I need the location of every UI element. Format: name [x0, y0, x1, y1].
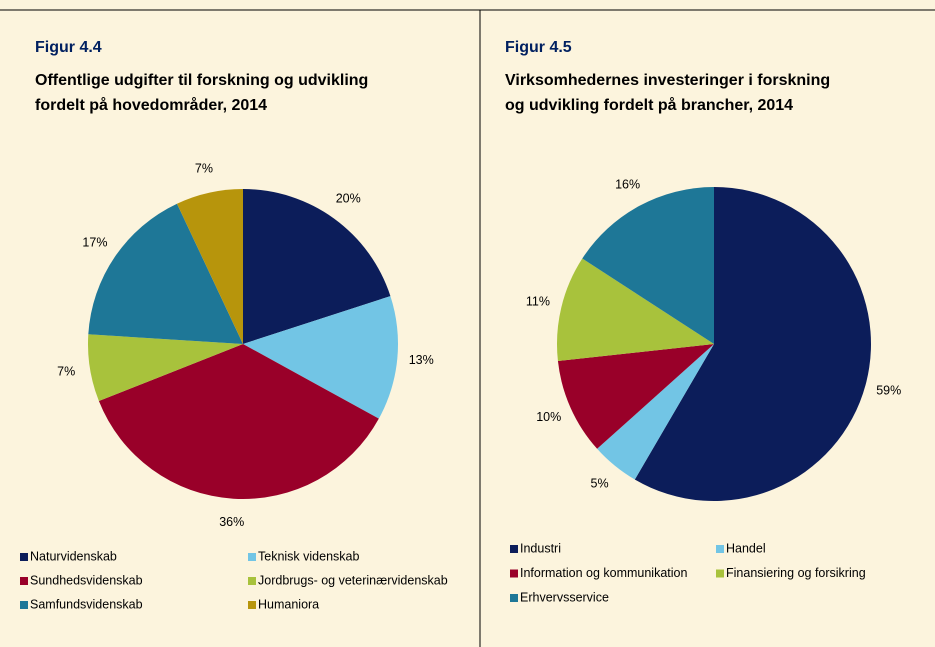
slice-label: 16% [615, 177, 640, 191]
chart-title: og udvikling fordelt på brancher, 2014 [505, 96, 793, 114]
slice-label: 11% [526, 294, 550, 308]
legend-swatch [248, 553, 256, 561]
legend-swatch [20, 553, 28, 561]
chart-title: Virksomhedernes investeringer i forsknin… [505, 72, 830, 89]
legend-label: Teknisk videnskab [258, 549, 359, 563]
slice-label: 17% [82, 236, 107, 250]
slice-label: 10% [536, 410, 561, 424]
legend-swatch [20, 601, 28, 609]
legend-label: Humaniora [258, 597, 319, 611]
slice-label: 7% [195, 162, 213, 176]
chart-title: fordelt på hovedområder, 2014 [35, 96, 267, 114]
legend-swatch [248, 601, 256, 609]
legend-label: Samfundsvidenskab [30, 597, 143, 611]
figure-label: Figur 4.4 [35, 39, 102, 56]
pie-slice [557, 258, 714, 362]
legend-label: Jordbrugs- og veterinærvidenskab [258, 573, 448, 587]
legend-label: Naturvidenskab [30, 549, 117, 563]
legend-label: Handel [726, 541, 766, 555]
legend-label: Sundhedsvidenskab [30, 573, 143, 587]
slice-label: 5% [591, 477, 609, 491]
pie-slice [243, 296, 398, 419]
legend-swatch [510, 594, 518, 602]
pie-slice [87, 334, 243, 402]
legend-swatch [20, 577, 28, 585]
pie-slice [597, 344, 714, 480]
pie-slice [243, 189, 391, 344]
slice-label: 59% [876, 384, 901, 398]
slice-label: 7% [57, 364, 75, 378]
slice-label: 20% [336, 191, 361, 205]
legend-label: Information og kommunikation [520, 566, 687, 580]
pie-slice [634, 187, 871, 501]
slice-label: 13% [409, 353, 434, 367]
pie-slice [557, 344, 714, 449]
legend-label: Erhvervsservice [520, 590, 609, 604]
legend-swatch [716, 569, 724, 578]
pie-slice [98, 344, 379, 499]
pie-slice [177, 189, 243, 344]
pie-slice [88, 203, 244, 344]
legend-label: Industri [520, 541, 561, 555]
chart-title: Offentlige udgifter til forskning og udv… [35, 72, 368, 89]
legend-swatch [716, 545, 724, 553]
legend-swatch [510, 545, 518, 553]
slice-label: 36% [219, 515, 244, 529]
figure-label: Figur 4.5 [505, 39, 572, 56]
pie-slice [582, 187, 714, 344]
legend-swatch [510, 569, 518, 578]
legend-label: Finansiering og forsikring [726, 566, 866, 580]
legend-swatch [248, 577, 256, 585]
